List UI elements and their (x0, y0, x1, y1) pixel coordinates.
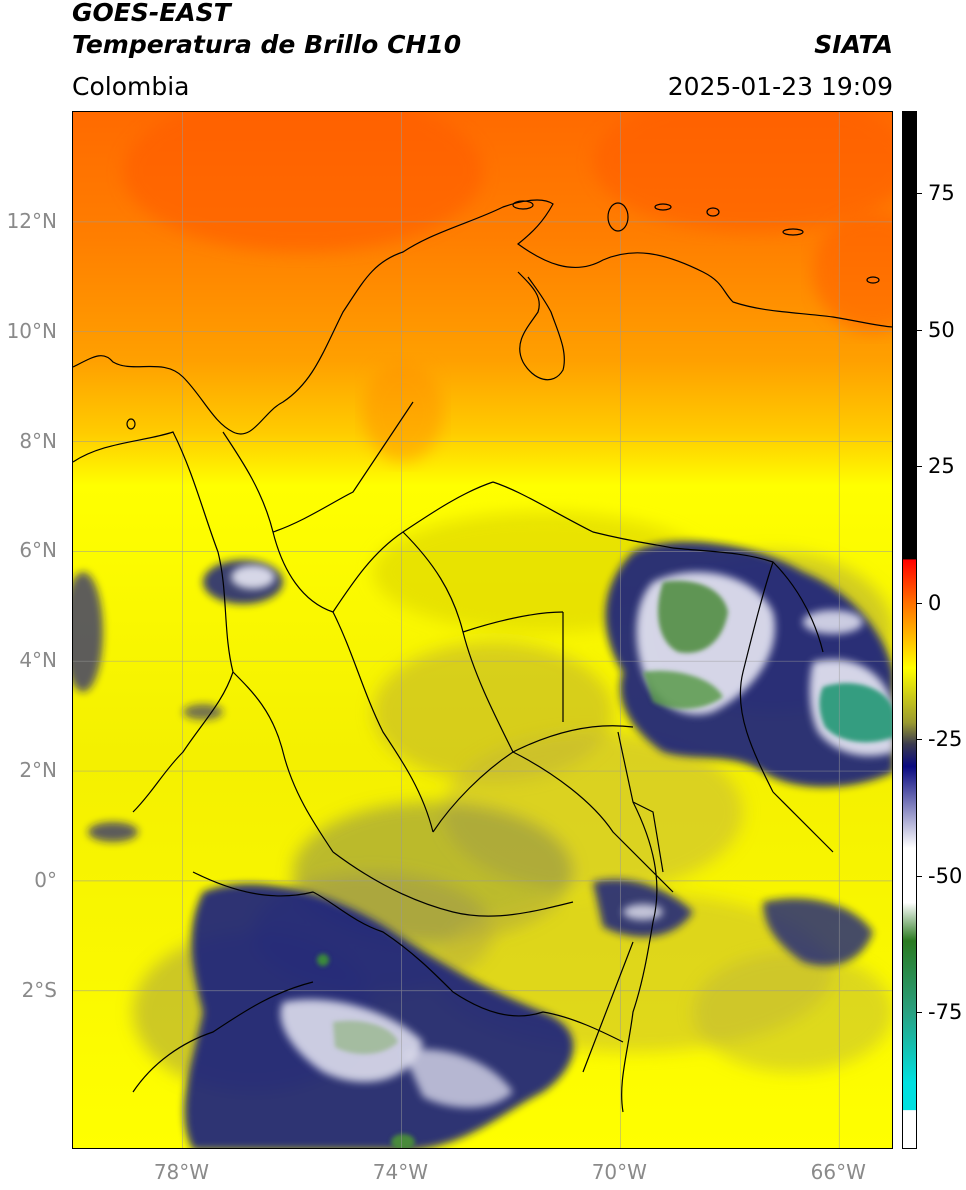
latitude-label: 4°N (19, 648, 57, 673)
product-title: Temperatura de Brillo CH10 (72, 30, 462, 59)
colorbar-tick-mark (917, 1012, 922, 1014)
colorbar-tick-label: 0 (928, 590, 942, 615)
datetime-label: 2025-01-23 19:09 (667, 72, 893, 101)
satellite-title: GOES-EAST (72, 0, 231, 27)
latitude-label: 10°N (6, 318, 57, 343)
colorbar-tick-label: 75 (928, 180, 955, 205)
colorbar-tick-mark (917, 329, 922, 331)
colorbar-tick-mark (917, 739, 922, 741)
latitude-label: 0° (34, 867, 57, 892)
map-canvas (73, 112, 892, 1148)
latitude-label: 8°N (19, 428, 57, 453)
region-label: Colombia (72, 72, 190, 101)
latitude-label: 6°N (19, 538, 57, 563)
latitude-label: 2°S (21, 977, 57, 1002)
latitude-label: 2°N (19, 758, 57, 783)
satellite-map[interactable] (72, 111, 893, 1149)
colorbar (902, 111, 917, 1149)
colorbar-tick-label: -25 (928, 727, 963, 752)
colorbar-tick-mark (917, 602, 922, 604)
latitude-label: 12°N (6, 208, 57, 233)
gridlines (73, 112, 892, 1148)
brand-label: SIATA (814, 30, 893, 59)
longitude-label: 70°W (591, 1160, 647, 1184)
longitude-label: 66°W (810, 1160, 866, 1184)
longitude-label: 78°W (153, 1160, 210, 1184)
colorbar-tick-label: 50 (928, 317, 955, 342)
coastlines-borders (73, 199, 892, 1113)
colorbar-tick-mark (917, 466, 922, 468)
colorbar-tick-label: -75 (928, 1000, 963, 1025)
colorbar-tick-mark (917, 192, 922, 194)
longitude-label: 74°W (372, 1160, 429, 1184)
coldest-cloud-tops (317, 580, 892, 1148)
colorbar-tick-label: -50 (928, 863, 963, 888)
colorbar-tick-mark (917, 875, 922, 877)
colorbar-tick-label: 25 (928, 454, 955, 479)
